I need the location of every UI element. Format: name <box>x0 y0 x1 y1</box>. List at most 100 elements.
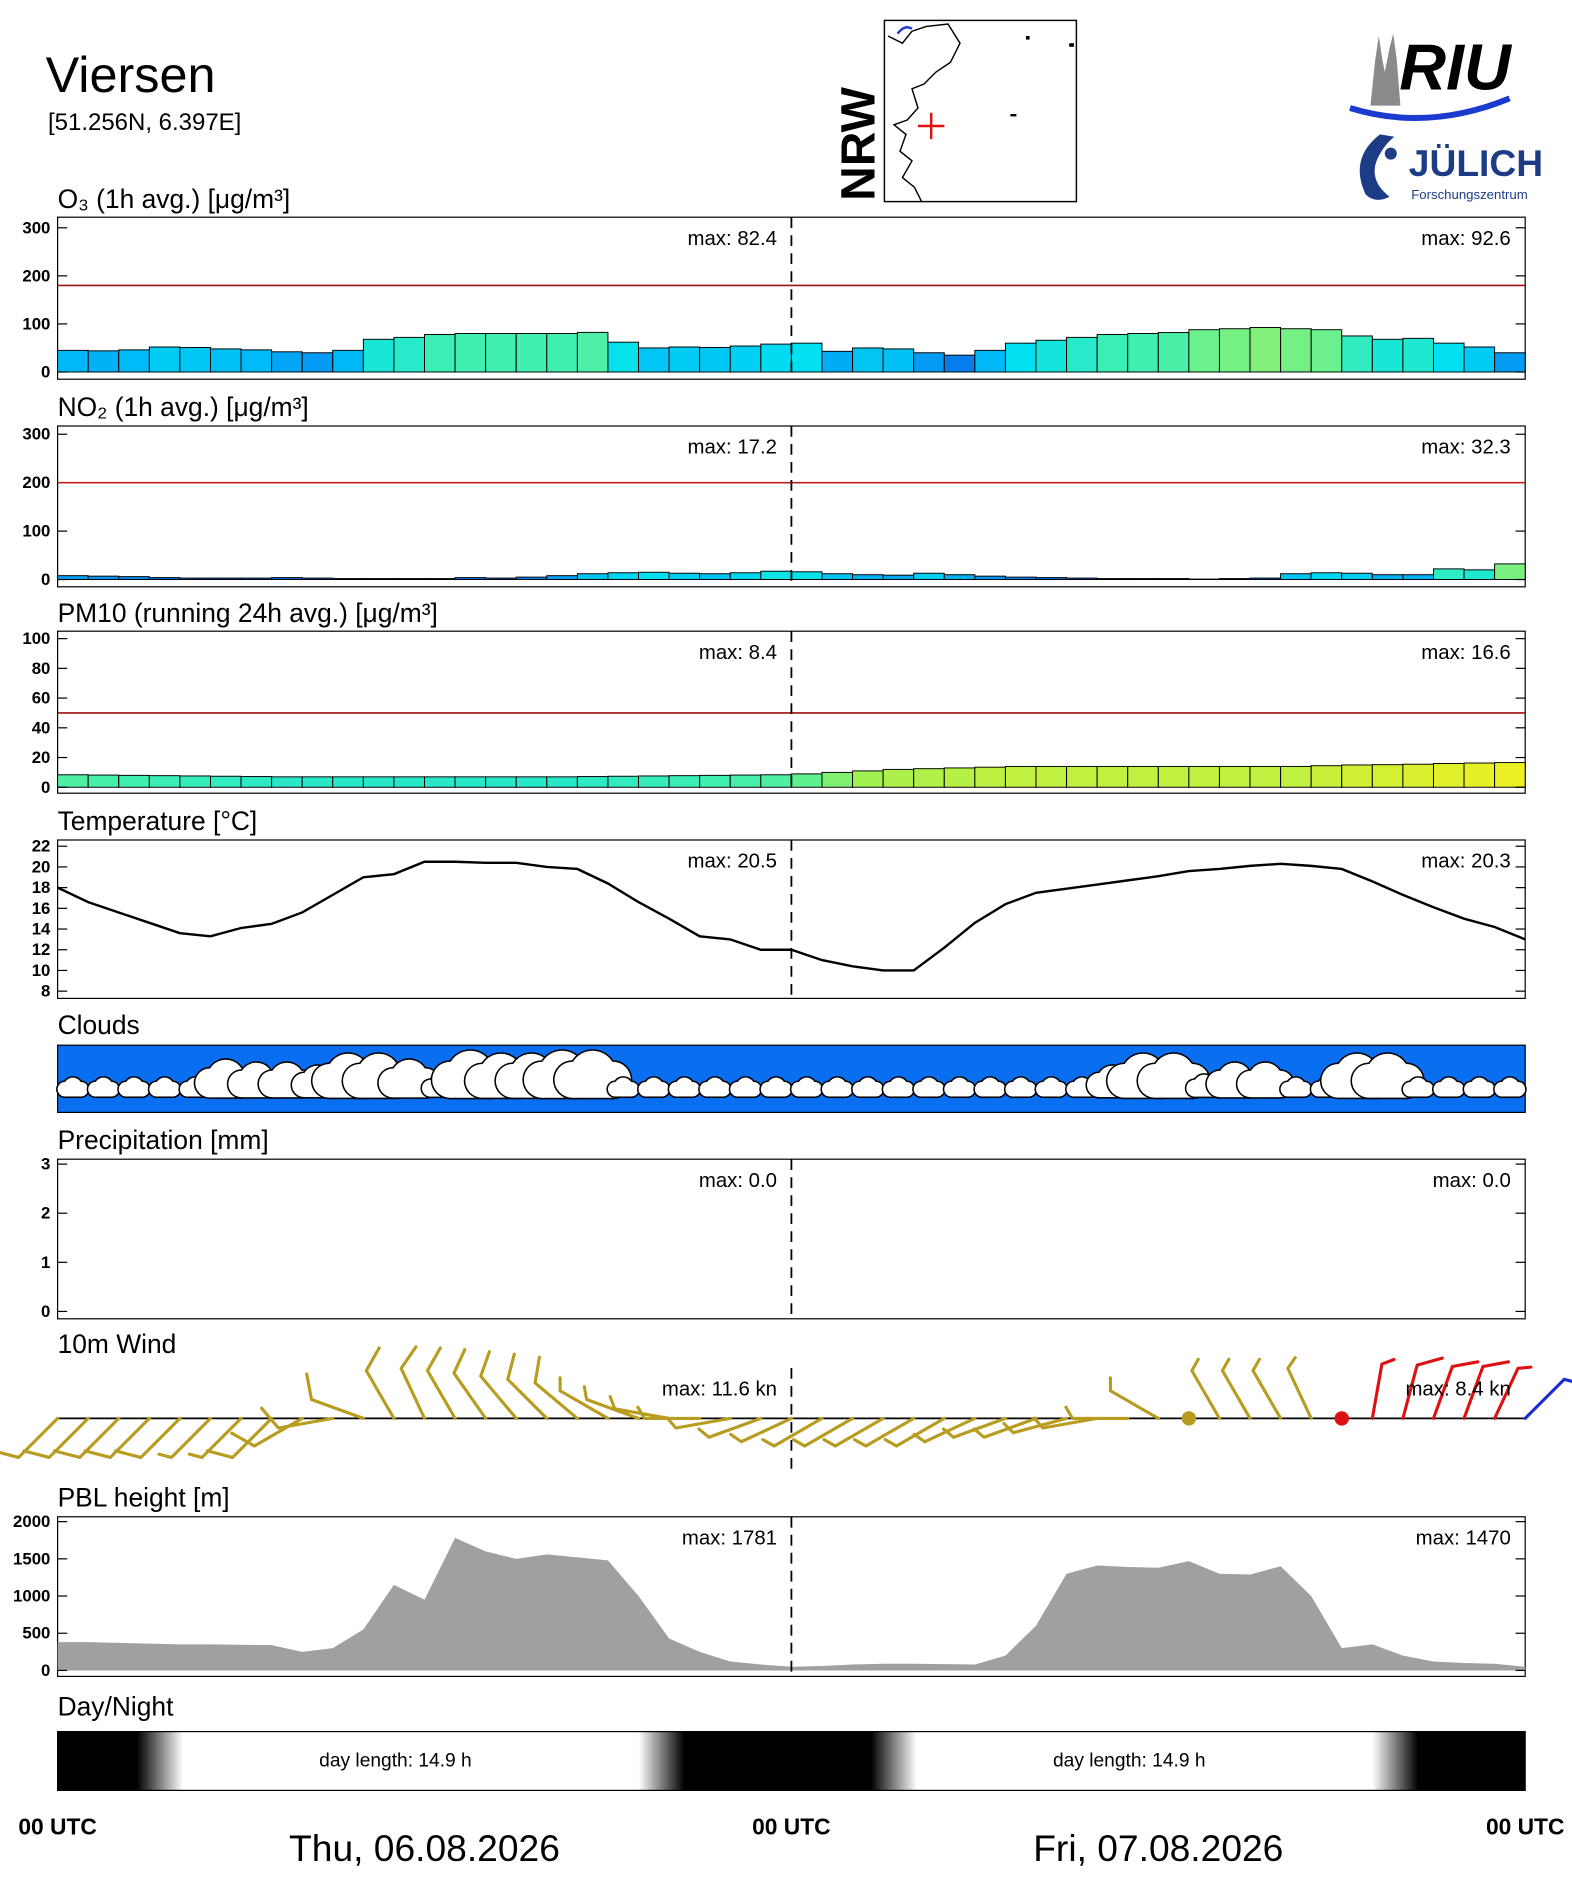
bar <box>1463 762 1496 788</box>
bar <box>1280 765 1312 788</box>
bar <box>852 770 884 788</box>
wind-barb <box>1108 1376 1160 1420</box>
wind-barb <box>941 1416 1007 1439</box>
cloud-part <box>951 1089 968 1097</box>
panel-title: Day/Night <box>58 1691 174 1721</box>
bar <box>913 352 945 373</box>
wind-barb <box>205 1416 274 1459</box>
cloud-part <box>645 1089 662 1097</box>
wind-barb <box>1064 1405 1130 1420</box>
daynight-band <box>57 1730 1526 1791</box>
cloud-part <box>156 1089 173 1097</box>
bar <box>179 775 211 788</box>
wind-barb <box>1220 1357 1252 1420</box>
cloud-part <box>393 1082 426 1098</box>
map-dot <box>1025 35 1030 40</box>
bar <box>852 347 884 373</box>
cloud <box>86 1076 121 1099</box>
cloud-part <box>187 1089 204 1097</box>
bar <box>974 766 1006 788</box>
y-tick-label: 1500 <box>13 1549 50 1568</box>
bar <box>576 331 609 373</box>
bar <box>362 776 395 788</box>
wind-barb <box>259 1406 335 1430</box>
panel-title: PBL height [m] <box>58 1483 230 1513</box>
bar <box>485 776 517 788</box>
bar <box>393 336 425 373</box>
cloud-part <box>1073 1089 1090 1097</box>
logo-julich: JÜLICH <box>1409 142 1543 184</box>
y-tick-label: 60 <box>32 689 51 708</box>
cloud <box>942 1076 977 1099</box>
panel-title: NO₂ (1h avg.) [μg/m³] <box>58 392 309 422</box>
panel-title: 10m Wind <box>58 1329 177 1359</box>
cloud <box>759 1076 793 1099</box>
x-tick-label: 00 UTC <box>752 1813 831 1839</box>
cloud <box>1350 1052 1425 1100</box>
bar <box>1463 569 1496 581</box>
bar <box>240 577 273 581</box>
bar <box>332 578 364 581</box>
logo-swirl <box>1359 134 1395 200</box>
wind-barb <box>1431 1360 1480 1420</box>
map-dot <box>1010 113 1017 117</box>
bar <box>424 776 456 788</box>
bar <box>515 333 548 373</box>
cloud-part <box>64 1089 81 1097</box>
cloud <box>1279 1076 1313 1099</box>
bar <box>362 338 395 373</box>
cloud-part <box>1440 1089 1457 1097</box>
bar <box>118 349 150 373</box>
bar <box>1218 328 1251 373</box>
bar <box>668 572 701 581</box>
bar <box>1310 765 1343 788</box>
wind-barb <box>1493 1365 1533 1420</box>
cloud-part <box>1287 1089 1304 1097</box>
wind-barb <box>1286 1356 1313 1420</box>
y-tick-label: 1000 <box>13 1587 50 1606</box>
logo-riu: RIU <box>1399 31 1513 104</box>
y-tick-label: 40 <box>32 718 51 737</box>
y-tick-label: 0 <box>41 778 50 797</box>
cloud-part <box>1194 1088 1214 1097</box>
bar <box>760 570 792 581</box>
bar <box>1310 572 1343 581</box>
bar <box>1371 764 1404 788</box>
wind-barb <box>452 1347 488 1420</box>
bar <box>454 333 487 373</box>
bar <box>1249 326 1282 373</box>
bar <box>1218 765 1251 788</box>
max-label: max: 8.4 kn <box>1405 1379 1510 1401</box>
wind-barb <box>479 1350 518 1420</box>
bar <box>1341 764 1373 788</box>
wind-barb <box>533 1355 579 1420</box>
bar <box>87 774 120 788</box>
max-label: max: 20.5 <box>688 851 777 873</box>
bar <box>1402 337 1434 373</box>
bar <box>1432 762 1465 788</box>
cloud-part <box>676 1089 693 1097</box>
max-label: max: 20.3 <box>1421 851 1510 873</box>
location-coords: [51.256N, 6.397E] <box>48 109 241 136</box>
max-label: max: 16.6 <box>1421 642 1510 664</box>
date-label: Thu, 06.08.2026 <box>289 1827 560 1869</box>
max-label: max: 1470 <box>1416 1527 1511 1549</box>
bar <box>209 348 242 373</box>
wind-barb <box>157 1416 213 1459</box>
bar <box>454 776 487 788</box>
bar <box>1402 574 1434 581</box>
bar <box>729 572 762 581</box>
bar <box>913 768 945 788</box>
bar <box>1188 765 1220 788</box>
bar <box>1494 563 1526 581</box>
bar <box>1127 333 1159 373</box>
bar <box>148 346 181 373</box>
bar <box>1341 572 1373 581</box>
cloud <box>881 1076 916 1099</box>
max-label: max: 1781 <box>682 1527 777 1549</box>
bar <box>1004 576 1037 581</box>
cloud <box>56 1076 90 1099</box>
bar <box>790 342 823 373</box>
bar <box>668 775 701 788</box>
